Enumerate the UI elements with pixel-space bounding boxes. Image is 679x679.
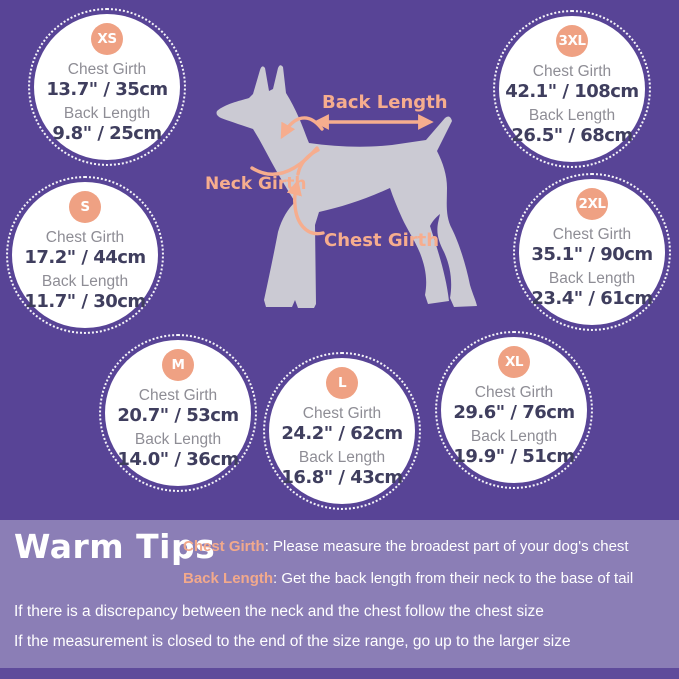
chest-girth-value: 13.7" / 35cm [46,79,168,100]
size-circle-l-card: L Chest Girth 24.2" / 62cm Back Length 1… [269,358,415,504]
bottom-strip [0,668,679,679]
size-badge-xl: XL [498,346,530,378]
chest-girth-heading: Chest Girth [474,384,554,401]
chest-girth-heading: Chest Girth [45,229,125,246]
tip-discrepancy: If there is a discrepancy between the ne… [14,603,544,620]
neck-girth-label: Neck Girth [205,174,307,194]
tip-back-length-text: : Get the back length from their neck to… [273,570,634,587]
chest-girth-value: 24.2" / 62cm [281,423,403,444]
chest-girth-value: 35.1" / 90cm [531,244,653,265]
size-badge-xs: XS [91,23,123,55]
size-circle-s-card: S Chest Girth 17.2" / 44cm Back Length 1… [12,182,158,328]
back-length-value: 14.0" / 36cm [117,449,239,470]
tip-size-range: If the measurement is closed to the end … [14,633,571,650]
chest-girth-arrow [286,179,325,236]
tip-chest-girth-label: Chest Girth [183,538,265,555]
back-length-heading: Back Length [470,428,558,445]
chest-girth-heading: Chest Girth [302,405,382,422]
size-circle-xs: XS Chest Girth 13.7" / 35cm Back Length … [28,8,186,166]
back-length-heading: Back Length [298,449,386,466]
back-length-value: 19.9" / 51cm [453,446,575,467]
chest-girth-value: 29.6" / 76cm [453,402,575,423]
size-circle-xs-card: XS Chest Girth 13.7" / 35cm Back Length … [34,14,180,160]
back-length-value: 26.5" / 68cm [511,125,633,146]
back-length-heading: Back Length [528,107,616,124]
dog-measurement-diagram [216,65,477,308]
back-length-heading: Back Length [548,270,636,287]
back-length-value: 11.7" / 30cm [24,291,146,312]
chest-girth-value: 17.2" / 44cm [24,247,146,268]
size-circle-xl-card: XL Chest Girth 29.6" / 76cm Back Length … [441,337,587,483]
tip-back-length-label: Back Length [183,570,274,587]
chest-girth-heading: Chest Girth [67,61,147,78]
neck-girth-arrow [280,116,324,140]
size-badge-2xl: 2XL [576,188,608,220]
chest-girth-heading: Chest Girth [532,63,612,80]
back-length-heading: Back Length [41,273,129,290]
size-circle-2xl-card: 2XL Chest Girth 35.1" / 90cm Back Length… [519,179,665,325]
back-length-value: 9.8" / 25cm [52,123,162,144]
warm-tips-title: Warm Tips [14,527,216,566]
chest-girth-value: 42.1" / 108cm [505,81,639,102]
back-length-label: Back Length [322,92,448,113]
tip-chest-girth-text: : Please measure the broadest part of yo… [264,538,629,555]
chest-girth-arc-top [296,148,320,176]
chest-girth-label: Chest Girth [324,230,440,251]
size-circle-3xl-card: 3XL Chest Girth 42.1" / 108cm Back Lengt… [499,16,645,162]
warm-tips-band: Warm Tips Chest Girth: Please measure th… [0,520,679,668]
chest-girth-heading: Chest Girth [138,387,218,404]
size-circle-2xl: 2XL Chest Girth 35.1" / 90cm Back Length… [513,173,671,331]
back-length-heading: Back Length [134,431,222,448]
chest-girth-value: 20.7" / 53cm [117,405,239,426]
size-circle-m-card: M Chest Girth 20.7" / 53cm Back Length 1… [105,340,251,486]
size-circle-m: M Chest Girth 20.7" / 53cm Back Length 1… [99,334,257,492]
chest-girth-heading: Chest Girth [552,226,632,243]
size-circle-xl: XL Chest Girth 29.6" / 76cm Back Length … [435,331,593,489]
back-length-heading: Back Length [63,105,151,122]
tip-chest-girth: Chest Girth: Please measure the broadest… [183,538,629,556]
size-circle-3xl: 3XL Chest Girth 42.1" / 108cm Back Lengt… [493,10,651,168]
size-badge-3xl: 3XL [556,25,588,57]
size-circle-l: L Chest Girth 24.2" / 62cm Back Length 1… [263,352,421,510]
back-length-value: 16.8" / 43cm [281,467,403,488]
back-length-value: 23.4" / 61cm [531,288,653,309]
size-circle-s: S Chest Girth 17.2" / 44cm Back Length 1… [6,176,164,334]
tip-back-length: Back Length: Get the back length from th… [183,570,633,588]
size-badge-l: L [326,367,358,399]
size-badge-s: S [69,191,101,223]
size-badge-m: M [162,349,194,381]
